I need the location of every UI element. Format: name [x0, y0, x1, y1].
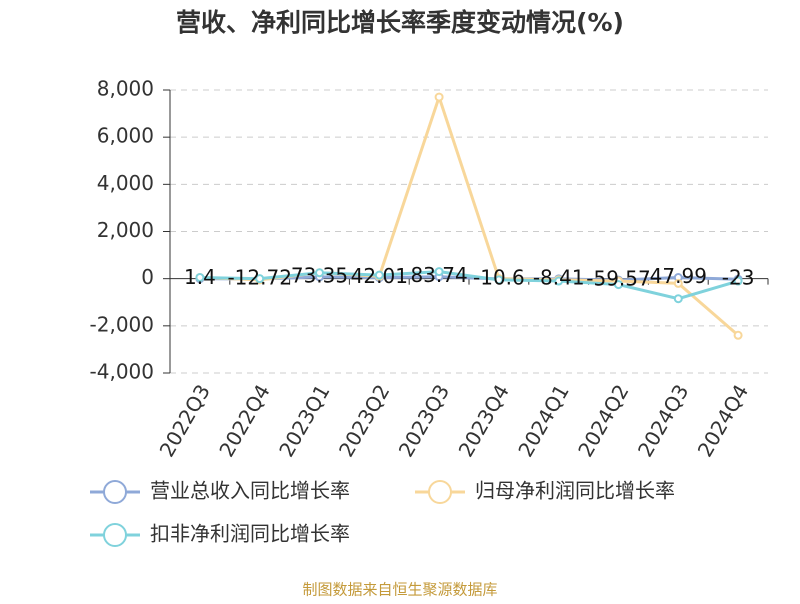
y-tick-label: 4,000 [97, 171, 154, 195]
x-tick-label: 2024Q2 [573, 380, 633, 461]
data-label: 1.4 [184, 265, 216, 289]
legend-label: 营业总收入同比增长率 [150, 479, 350, 503]
x-tick-label: 2023Q3 [394, 380, 454, 461]
data-label: 83.74 [410, 263, 467, 287]
data-point [554, 276, 564, 286]
x-tick-label: 2024Q3 [633, 380, 693, 461]
source-note: 制图数据来自恒生聚源数据库 [302, 581, 497, 599]
data-point [315, 268, 324, 278]
data-point [673, 278, 683, 288]
data-label: -59.57 [586, 267, 650, 291]
legend-label: 归母净利润同比增长率 [475, 479, 675, 503]
series-line [199, 275, 739, 282]
data-point [733, 330, 743, 340]
y-tick-label: 2,000 [97, 218, 154, 242]
data-label: -12.72 [227, 265, 291, 289]
data-label: 47.99 [650, 264, 707, 288]
y-tick-label: 8,000 [97, 77, 154, 101]
y-tick-label: 6,000 [97, 124, 154, 148]
x-tick-label: 2022Q4 [214, 380, 274, 461]
data-label: -10.6 [473, 265, 525, 289]
legend-marker [428, 480, 452, 504]
series-line [199, 270, 739, 301]
x-tick-label: 2023Q4 [454, 380, 514, 461]
legend-marker [103, 523, 127, 547]
series-line [199, 92, 740, 337]
chart-title: 营收、净利同比增长率季度变动情况(%) [176, 8, 624, 37]
data-point [614, 280, 623, 290]
data-label: -8.41 [533, 265, 585, 289]
data-point [195, 272, 205, 282]
x-tick-label: 2023Q1 [274, 380, 334, 461]
data-point [434, 267, 444, 277]
data-point [374, 270, 384, 280]
data-point [494, 275, 504, 285]
x-tick-label: 2024Q4 [693, 380, 753, 461]
data-label: -23 [722, 266, 755, 290]
x-tick-label: 2022Q3 [155, 380, 215, 461]
data-point [434, 92, 444, 102]
data-point [733, 276, 743, 286]
legend-label: 扣非净利润同比增长率 [150, 522, 350, 546]
legend-marker [103, 480, 127, 504]
x-tick-label: 2024Q1 [513, 380, 573, 461]
data-label: 42.01 [351, 264, 408, 288]
data-point [673, 294, 683, 304]
data-label: 73.35 [291, 263, 348, 287]
y-tick-label: -4,000 [90, 360, 154, 384]
data-point [255, 274, 265, 284]
x-tick-label: 2023Q2 [334, 380, 394, 461]
y-tick-label: -2,000 [90, 312, 154, 336]
y-tick-label: 0 [141, 265, 154, 289]
